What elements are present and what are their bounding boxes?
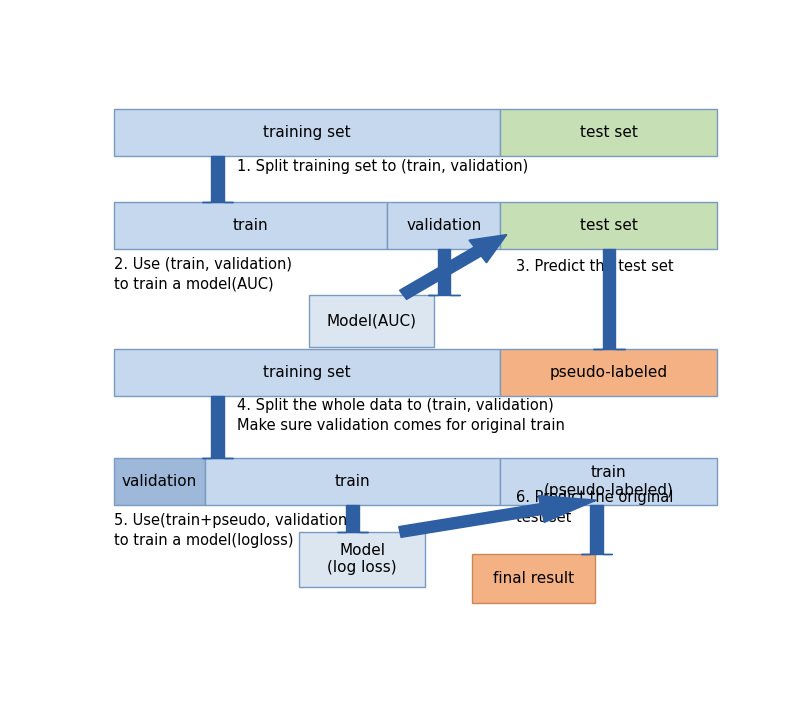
Bar <box>500 458 718 505</box>
Bar <box>388 202 500 249</box>
Text: test set: test set <box>580 125 637 140</box>
Bar <box>500 349 718 396</box>
Text: 4. Split the whole data to (train, validation)
Make sure validation comes for or: 4. Split the whole data to (train, valid… <box>237 399 564 433</box>
Text: 3. Predict the test set: 3. Predict the test set <box>517 258 674 274</box>
FancyArrow shape <box>400 234 507 299</box>
Text: pseudo-labeled: pseudo-labeled <box>550 365 668 380</box>
FancyArrow shape <box>581 505 612 554</box>
FancyArrow shape <box>337 505 368 532</box>
FancyArrow shape <box>202 156 234 202</box>
Text: train: train <box>335 474 371 489</box>
Bar <box>299 532 425 586</box>
Text: train: train <box>233 218 268 233</box>
Text: Model(AUC): Model(AUC) <box>327 313 417 329</box>
Bar <box>114 458 205 505</box>
Text: 2. Use (train, validation)
to train a model(AUC): 2. Use (train, validation) to train a mo… <box>114 257 292 292</box>
Bar <box>114 349 500 396</box>
Text: validation: validation <box>406 218 482 233</box>
Text: training set: training set <box>264 365 351 380</box>
Text: final result: final result <box>493 571 574 586</box>
Text: 6. Predict the original
test set: 6. Predict the original test set <box>517 490 674 525</box>
Text: validation: validation <box>122 474 197 489</box>
Bar <box>500 202 718 249</box>
Bar <box>500 110 718 156</box>
Text: 1. Split training set to (train, validation): 1. Split training set to (train, validat… <box>237 159 528 173</box>
Text: Model
(log loss): Model (log loss) <box>328 543 397 576</box>
Bar <box>472 554 594 603</box>
Bar <box>114 202 388 249</box>
FancyArrow shape <box>593 249 624 349</box>
FancyArrow shape <box>428 249 460 295</box>
Bar <box>205 458 500 505</box>
Bar <box>309 295 435 347</box>
Text: train
(pseudo-labeled): train (pseudo-labeled) <box>544 465 674 498</box>
Text: training set: training set <box>264 125 351 140</box>
Bar <box>114 110 500 156</box>
Text: test set: test set <box>580 218 637 233</box>
FancyArrow shape <box>202 396 234 458</box>
FancyArrow shape <box>399 496 596 537</box>
Text: 5. Use(train+pseudo, validation)
to train a model(logloss): 5. Use(train+pseudo, validation) to trai… <box>114 513 353 548</box>
